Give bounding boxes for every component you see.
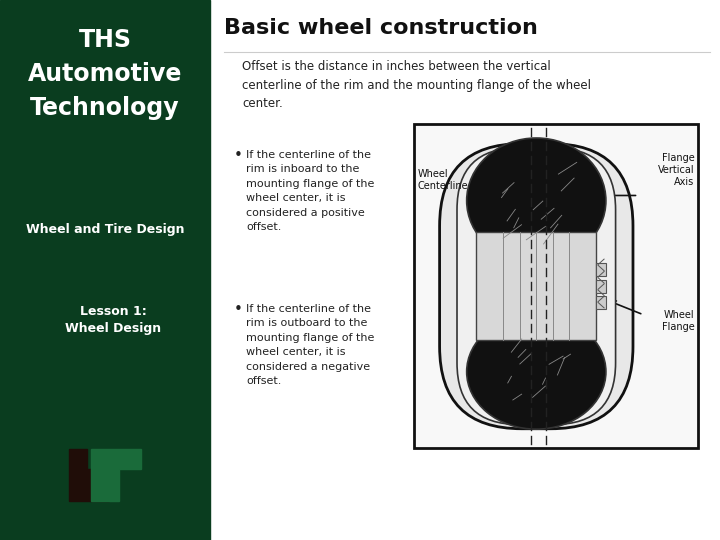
Bar (414, 124, 698, 448)
Bar (596, 296, 606, 309)
Bar (477, 232, 596, 340)
Bar (596, 280, 606, 293)
Text: Basic wheel construction: Basic wheel construction (224, 18, 538, 38)
Bar (596, 264, 606, 276)
FancyBboxPatch shape (440, 144, 633, 429)
Bar (0, 0, 210, 540)
Text: •: • (234, 302, 243, 317)
Polygon shape (91, 449, 141, 501)
FancyBboxPatch shape (457, 148, 616, 424)
Ellipse shape (467, 138, 606, 264)
Text: Offset is the distance in inches between the vertical
centerline of the rim and : Offset is the distance in inches between… (242, 60, 591, 110)
Text: Wheel
Flange: Wheel Flange (662, 310, 694, 332)
Polygon shape (69, 449, 109, 501)
Text: Wheel and Tire Design: Wheel and Tire Design (26, 224, 184, 237)
Text: Technology: Technology (30, 96, 180, 120)
Ellipse shape (467, 314, 606, 429)
Text: Wheel
Centerline: Wheel Centerline (418, 169, 469, 192)
Text: If the centerline of the
rim is inboard to the
mounting flange of the
wheel cent: If the centerline of the rim is inboard … (246, 150, 374, 232)
Text: Automotive: Automotive (28, 62, 182, 86)
Text: THS: THS (78, 28, 132, 52)
Text: •: • (234, 148, 243, 163)
Text: Flange
Vertical
Axis: Flange Vertical Axis (658, 153, 694, 187)
Text: If the centerline of the
rim is outboard to the
mounting flange of the
wheel cen: If the centerline of the rim is outboard… (246, 304, 374, 386)
Text: Lesson 1:
Wheel Design: Lesson 1: Wheel Design (65, 305, 161, 335)
